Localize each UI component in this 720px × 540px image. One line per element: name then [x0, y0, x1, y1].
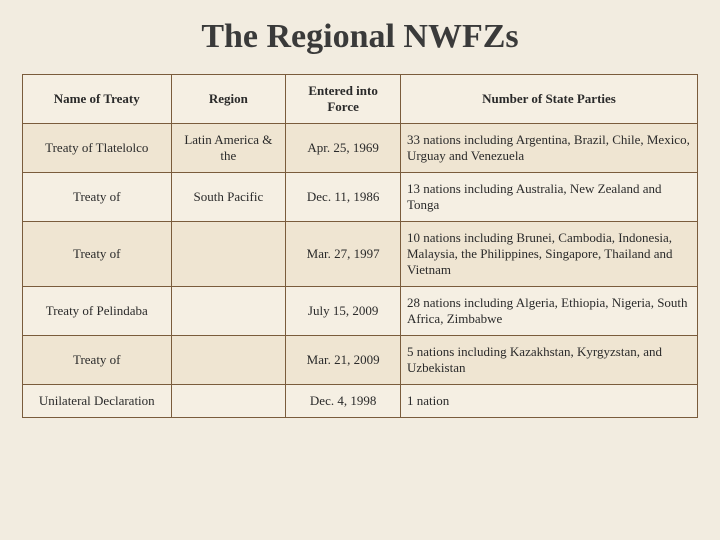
cell-name: Treaty of	[23, 336, 172, 385]
cell-region	[171, 222, 286, 287]
table-header-row: Name of Treaty Region Entered into Force…	[23, 75, 698, 124]
table-row: Treaty of Mar. 27, 1997 10 nations inclu…	[23, 222, 698, 287]
col-header-name: Name of Treaty	[23, 75, 172, 124]
table-row: Treaty of Mar. 21, 2009 5 nations includ…	[23, 336, 698, 385]
cell-parties: 13 nations including Australia, New Zeal…	[401, 173, 698, 222]
cell-name: Unilateral Declaration	[23, 385, 172, 418]
cell-region	[171, 287, 286, 336]
cell-region	[171, 336, 286, 385]
col-header-region: Region	[171, 75, 286, 124]
cell-date: July 15, 2009	[286, 287, 401, 336]
table-row: Treaty of South Pacific Dec. 11, 1986 13…	[23, 173, 698, 222]
cell-date: Apr. 25, 1969	[286, 124, 401, 173]
table-row: Unilateral Declaration Dec. 4, 1998 1 na…	[23, 385, 698, 418]
cell-date: Mar. 21, 2009	[286, 336, 401, 385]
cell-name: Treaty of Pelindaba	[23, 287, 172, 336]
cell-date: Dec. 4, 1998	[286, 385, 401, 418]
cell-region	[171, 385, 286, 418]
cell-parties: 28 nations including Algeria, Ethiopia, …	[401, 287, 698, 336]
cell-parties: 10 nations including Brunei, Cambodia, I…	[401, 222, 698, 287]
treaty-table: Name of Treaty Region Entered into Force…	[22, 74, 698, 418]
cell-parties: 5 nations including Kazakhstan, Kyrgyzst…	[401, 336, 698, 385]
cell-name: Treaty of	[23, 173, 172, 222]
table-row: Treaty of Tlatelolco Latin America & the…	[23, 124, 698, 173]
cell-parties: 1 nation	[401, 385, 698, 418]
table-row: Treaty of Pelindaba July 15, 2009 28 nat…	[23, 287, 698, 336]
cell-date: Dec. 11, 1986	[286, 173, 401, 222]
cell-region: Latin America & the	[171, 124, 286, 173]
slide: The Regional NWFZs Name of Treaty Region…	[0, 0, 720, 540]
cell-date: Mar. 27, 1997	[286, 222, 401, 287]
page-title: The Regional NWFZs	[22, 18, 698, 56]
cell-name: Treaty of Tlatelolco	[23, 124, 172, 173]
col-header-parties: Number of State Parties	[401, 75, 698, 124]
cell-region: South Pacific	[171, 173, 286, 222]
cell-parties: 33 nations including Argentina, Brazil, …	[401, 124, 698, 173]
col-header-date: Entered into Force	[286, 75, 401, 124]
cell-name: Treaty of	[23, 222, 172, 287]
